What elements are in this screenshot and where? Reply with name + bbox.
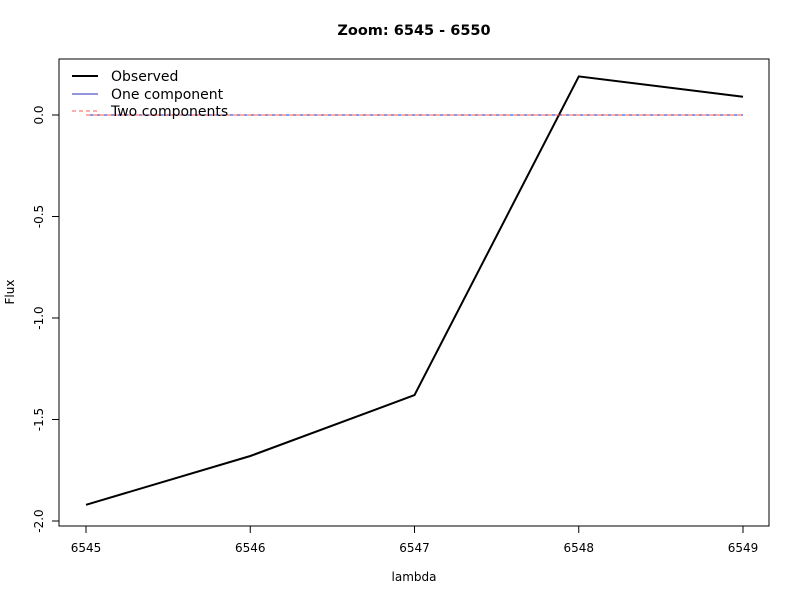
y-tick-label: -0.5 xyxy=(32,205,46,228)
y-axis: -2.0 -1.5 -1.0 -0.5 0.0 xyxy=(32,105,60,533)
x-tick-label: 6549 xyxy=(728,541,759,555)
x-axis-label: lambda xyxy=(392,570,437,584)
y-tick-label: -1.5 xyxy=(32,408,46,431)
x-tick-label: 6548 xyxy=(563,541,594,555)
legend-label: One component xyxy=(111,87,224,103)
y-tick-label: 0.0 xyxy=(32,105,46,124)
y-tick-label: -2.0 xyxy=(32,509,46,532)
chart-title: Zoom: 6545 - 6550 xyxy=(337,23,490,39)
y-tick-label: -1.0 xyxy=(32,306,46,329)
plot-frame xyxy=(58,58,770,527)
series-layer xyxy=(85,75,744,506)
legend-label: Two components xyxy=(110,104,228,120)
legend-label: Observed xyxy=(111,69,178,85)
y-axis-label: Flux xyxy=(3,280,17,305)
x-tick-label: 6545 xyxy=(71,541,102,555)
x-tick-label: 6547 xyxy=(399,541,430,555)
x-tick-label: 6546 xyxy=(235,541,266,555)
series-line-observed xyxy=(85,75,744,506)
x-axis: 6545 6546 6547 6548 6549 xyxy=(71,525,759,555)
